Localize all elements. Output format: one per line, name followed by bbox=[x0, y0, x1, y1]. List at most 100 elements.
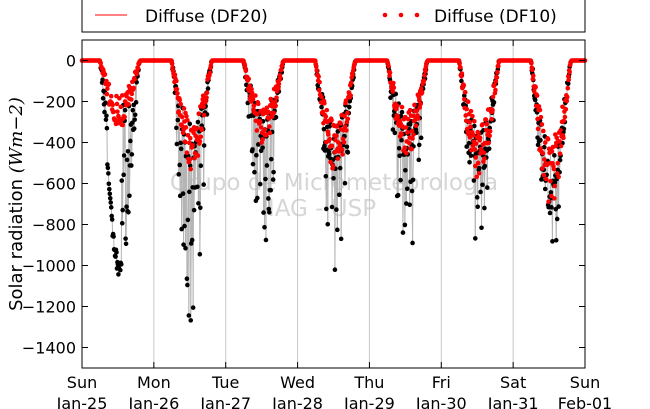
df10-point bbox=[129, 91, 135, 97]
df10-point bbox=[342, 113, 347, 119]
global-point bbox=[264, 163, 270, 168]
df10-point bbox=[536, 104, 542, 109]
df10-point bbox=[104, 91, 110, 97]
df10-point bbox=[399, 104, 405, 110]
x-axis: Sun Jan-25 Mon Jan-26 Tue Jan-27 Wed Jan-28 Thu J… bbox=[56, 40, 612, 409]
global-point bbox=[476, 165, 482, 171]
global-point bbox=[399, 137, 404, 143]
global-point bbox=[201, 143, 207, 148]
df10-point bbox=[541, 157, 547, 162]
df10-point bbox=[495, 63, 501, 69]
global-point bbox=[252, 169, 257, 175]
global-point bbox=[260, 145, 265, 150]
df10-point bbox=[102, 72, 108, 77]
y-tick-label: −400 bbox=[32, 134, 76, 153]
global-point bbox=[178, 140, 183, 146]
df10-point bbox=[267, 130, 273, 136]
df10-point bbox=[534, 93, 540, 98]
df10-point bbox=[422, 73, 427, 78]
global-point bbox=[475, 204, 480, 210]
df10-point bbox=[344, 128, 349, 133]
global-point bbox=[189, 237, 195, 243]
df10-point bbox=[98, 60, 103, 66]
df10-point bbox=[278, 67, 284, 73]
df10-point bbox=[465, 99, 471, 105]
df10-point bbox=[201, 112, 207, 118]
df10-point bbox=[192, 155, 197, 161]
global-point bbox=[484, 185, 490, 190]
global-point bbox=[185, 217, 191, 223]
global-point bbox=[459, 78, 464, 84]
df10-point bbox=[413, 123, 419, 128]
global-point bbox=[133, 100, 139, 105]
df10-point bbox=[172, 72, 178, 78]
global-point bbox=[122, 107, 128, 113]
df10-point bbox=[468, 124, 473, 130]
df10-point bbox=[564, 94, 570, 100]
df10-point bbox=[535, 126, 541, 132]
global-point bbox=[132, 117, 137, 122]
df10-point bbox=[423, 68, 428, 74]
df10-point bbox=[476, 131, 481, 137]
df10-point bbox=[348, 93, 354, 98]
df10-point bbox=[549, 149, 555, 154]
global-point bbox=[191, 207, 197, 213]
df10-point bbox=[480, 122, 485, 127]
global-point bbox=[547, 210, 553, 216]
x-tick-label-day: Fri bbox=[432, 373, 451, 392]
global-point bbox=[180, 191, 186, 196]
global-point bbox=[174, 141, 180, 147]
global-point bbox=[183, 245, 188, 251]
global-point bbox=[254, 153, 259, 158]
df10-point bbox=[467, 135, 473, 140]
watermark: Grupo de Micrometeorologia IAG - USP bbox=[170, 170, 498, 222]
df10-point bbox=[548, 178, 553, 184]
df10-point bbox=[117, 95, 122, 101]
global-point bbox=[468, 153, 474, 158]
global-point bbox=[273, 114, 279, 120]
df10-point bbox=[560, 104, 565, 110]
global-point bbox=[114, 250, 119, 255]
df10-point bbox=[207, 70, 213, 76]
global-point bbox=[556, 204, 561, 209]
df10-point bbox=[115, 109, 120, 114]
global-point bbox=[105, 165, 111, 171]
df10-point bbox=[327, 136, 332, 142]
global-point bbox=[267, 210, 272, 215]
global-point bbox=[130, 120, 135, 126]
global-point bbox=[399, 109, 405, 115]
df10-point bbox=[250, 97, 256, 102]
df10-point bbox=[254, 128, 260, 133]
df10-point bbox=[402, 145, 408, 150]
df10-point bbox=[111, 109, 116, 114]
df10-point bbox=[329, 143, 335, 149]
df10-point bbox=[490, 94, 496, 100]
y-tick-label: 0 bbox=[66, 52, 76, 71]
plot-frame bbox=[81, 39, 586, 369]
global-point bbox=[270, 177, 276, 182]
df10-point bbox=[482, 156, 487, 161]
df10-point bbox=[414, 108, 420, 113]
df10-point bbox=[471, 132, 476, 138]
global-point bbox=[118, 267, 123, 273]
df10-point bbox=[487, 128, 493, 134]
global-point bbox=[109, 217, 115, 222]
global-point bbox=[467, 160, 472, 165]
df10-point bbox=[472, 118, 477, 124]
df10-point bbox=[390, 89, 396, 94]
df10-point bbox=[490, 107, 495, 113]
df10-point bbox=[345, 116, 351, 122]
df10-point bbox=[135, 65, 141, 71]
df10-point bbox=[415, 116, 421, 121]
x-tick-label-day: Sat bbox=[500, 373, 526, 392]
legend-marker-df10-b bbox=[398, 12, 404, 18]
global-point bbox=[552, 153, 557, 158]
grid-lines bbox=[153, 40, 514, 368]
global-point bbox=[472, 236, 478, 241]
global-point bbox=[332, 267, 338, 273]
global-point bbox=[124, 204, 129, 210]
df10-point bbox=[129, 97, 134, 102]
global-point bbox=[111, 234, 116, 239]
df10-points bbox=[79, 58, 588, 204]
